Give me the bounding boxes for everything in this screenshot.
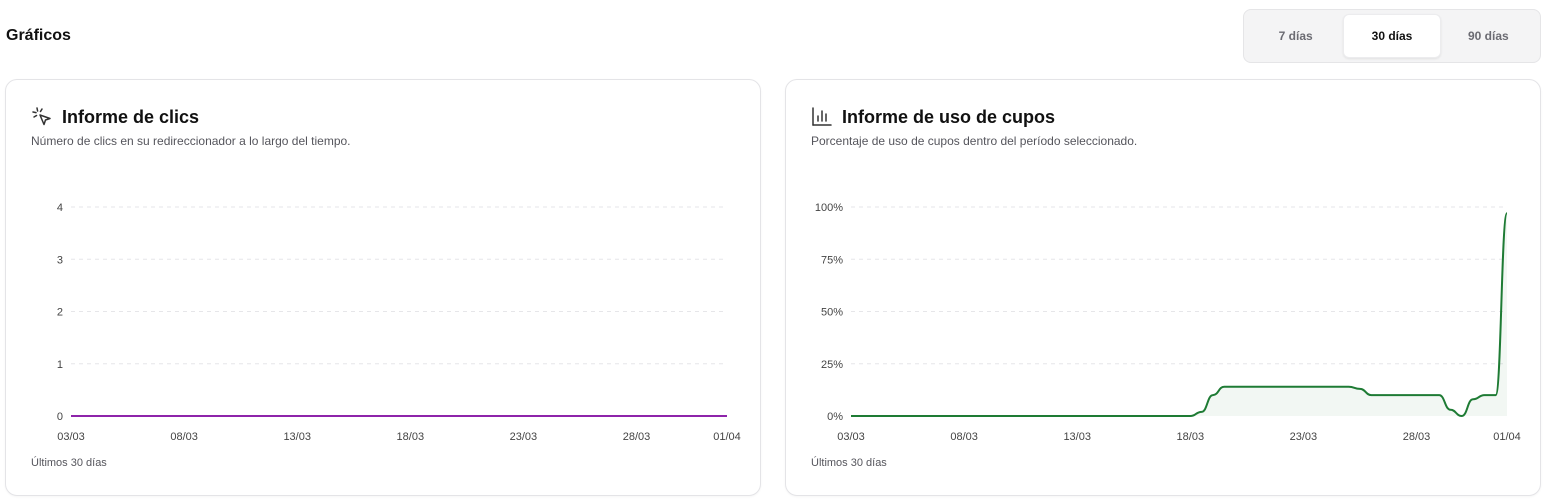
card-subtitle: Número de clics en su redireccionador a … [31, 134, 351, 148]
y-tick-label: 50% [821, 307, 843, 319]
x-tick-label: 03/03 [837, 431, 865, 443]
x-tick-label: 23/03 [1290, 431, 1318, 443]
series-line [851, 212, 1508, 418]
x-tick-label: 28/03 [623, 431, 651, 443]
y-tick-label: 75% [821, 254, 843, 266]
x-tick-label: 18/03 [1177, 431, 1205, 443]
y-tick-label: 25% [821, 359, 843, 371]
y-tick-label: 2 [57, 307, 63, 319]
x-tick-label: 08/03 [170, 431, 198, 443]
clicks-chart: 0 1 2 3 4 03/03 08/03 13/03 18/03 23/03 28/03 01/04 [57, 202, 741, 443]
x-tick-label: 08/03 [950, 431, 978, 443]
card-title: Informe de uso de cupos [842, 106, 1056, 127]
series-area [851, 213, 1507, 416]
card-subtitle: Porcentaje de uso de cupos dentro del pe… [811, 134, 1138, 148]
x-tick-label: 03/03 [57, 431, 85, 443]
clicks-report-card: Informe de clics Número de clics en su r… [5, 79, 761, 496]
x-tick-label: 13/03 [283, 431, 311, 443]
quota-usage-chart: 0% 25% 50% 75% 100% 03/03 08/03 13/03 18/03 23/03… [815, 202, 1521, 443]
card-title: Informe de clics [62, 106, 200, 127]
card-header: Informe de clics [31, 106, 199, 128]
x-tick-label: 13/03 [1063, 431, 1091, 443]
y-tick-label: 0 [57, 411, 63, 423]
x-tick-label: 01/04 [1493, 431, 1521, 443]
date-range-toggle: 7 días 30 días 90 días [1243, 9, 1541, 63]
y-tick-label: 3 [57, 254, 63, 266]
x-tick-label: 18/03 [397, 431, 425, 443]
x-tick-label: 28/03 [1403, 431, 1431, 443]
cursor-click-icon [31, 106, 53, 128]
x-tick-label: 01/04 [713, 431, 741, 443]
card-footer: Últimos 30 días [811, 457, 887, 469]
y-tick-label: 100% [815, 202, 843, 214]
y-tick-label: 0% [827, 411, 843, 423]
y-tick-label: 4 [57, 202, 63, 214]
range-90-days-button[interactable]: 90 días [1467, 29, 1509, 43]
quota-usage-report-card: Informe de uso de cupos Porcentaje de us… [785, 79, 1541, 496]
x-tick-label: 23/03 [510, 431, 538, 443]
card-header: Informe de uso de cupos [811, 106, 1055, 128]
y-tick-label: 1 [57, 359, 63, 371]
page-title: Gráficos [6, 27, 71, 44]
card-footer: Últimos 30 días [31, 457, 107, 469]
bar-chart-icon [811, 106, 833, 128]
range-7-days-button[interactable]: 7 días [1278, 29, 1313, 43]
range-30-days-button[interactable]: 30 días [1343, 14, 1441, 58]
